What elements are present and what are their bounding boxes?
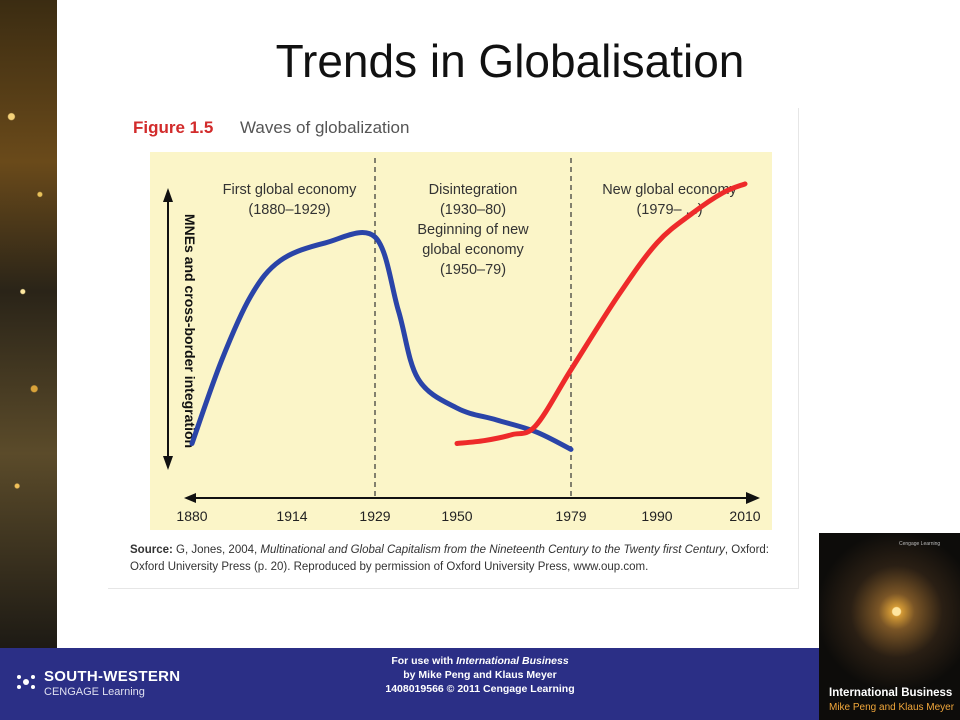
footer-authors: by Mike Peng and Klaus Meyer: [403, 669, 557, 681]
x-tick-label: 2010: [729, 508, 760, 524]
cover-title: International Business: [829, 687, 953, 699]
figure-panel: MNEs and cross-border integration 1880 191…: [108, 108, 799, 589]
y-axis-bottom-arrow: [163, 456, 173, 470]
x-axis-left-arrow: [184, 493, 196, 503]
x-axis-right-arrow: [746, 492, 760, 504]
y-axis-label: MNEs and cross-border integration: [182, 214, 198, 448]
period-annotation: (1880–1929): [248, 202, 330, 218]
book-cover-image: Cengage Learning International Business …: [819, 533, 960, 720]
x-tick-label: 1929: [359, 508, 390, 524]
publisher-subname: CENGAGE Learning: [44, 686, 145, 698]
source-note: Source: G, Jones, 2004, Multinational an…: [130, 542, 795, 576]
footer-isbn: 1408019566 © 2011 Cengage Learning: [385, 683, 575, 695]
waves-chart: MNEs and cross-border integration 1880 191…: [150, 152, 772, 530]
figure-label: Figure 1.5: [133, 118, 214, 137]
footer-credits: For use with International Business by M…: [330, 654, 630, 696]
period-annotation: Disintegration: [429, 182, 518, 198]
period-annotation: (1979– ...): [636, 202, 702, 218]
source-book-title: Multinational and Global Capitalism from…: [260, 544, 725, 556]
period-annotation: First global economy: [223, 182, 358, 198]
period-annotation: global economy: [422, 242, 524, 258]
x-tick-label: 1979: [555, 508, 586, 524]
source-text-after: , Oxford: Oxford University Press (p. 20…: [130, 544, 770, 573]
period-annotation: New global economy: [602, 182, 737, 198]
x-tick-label: 1950: [441, 508, 472, 524]
period-annotation: Beginning of new: [417, 222, 529, 238]
footer-use-prefix: For use with: [391, 655, 457, 667]
x-tick-label: 1990: [641, 508, 672, 524]
x-tick-label: 1880: [176, 508, 207, 524]
source-label: Source:: [130, 544, 173, 556]
second-wave-line: [454, 181, 748, 446]
y-axis-top-arrow: [163, 188, 173, 202]
cover-authors: Mike Peng and Klaus Meyer: [829, 702, 955, 713]
first-wave-line: [189, 230, 574, 452]
footer-book-title: International Business: [456, 655, 569, 667]
chart-background: [150, 152, 772, 530]
cover-tagline: Cengage Learning: [899, 541, 941, 547]
period-annotation: (1950–79): [440, 262, 506, 278]
publisher-logo: SOUTH-WESTERN CENGAGE Learning: [14, 666, 204, 706]
period-annotation: (1930–80): [440, 202, 506, 218]
footer-bar: SOUTH-WESTERN CENGAGE Learning For use w…: [0, 648, 960, 720]
slide-title: Trends in Globalisation: [275, 35, 745, 87]
source-text-before: G, Jones, 2004,: [172, 544, 261, 556]
publisher-name: SOUTH-WESTERN: [44, 668, 181, 685]
figure-title: Waves of globalization: [240, 118, 410, 137]
decorative-city-lights-strip: [0, 0, 57, 648]
x-tick-label: 1914: [276, 508, 307, 524]
cengage-logo-icon: [17, 675, 35, 689]
